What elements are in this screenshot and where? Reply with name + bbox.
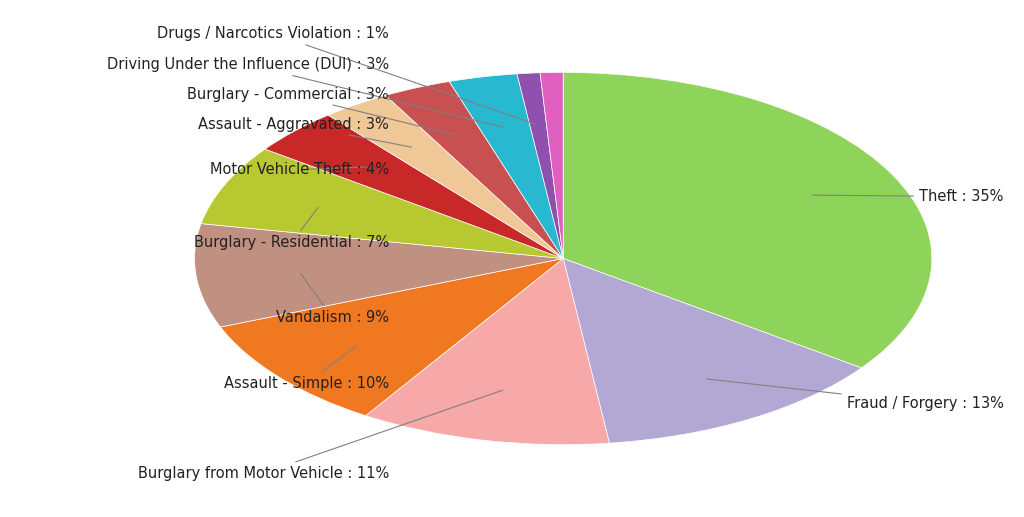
- Text: Fraud / Forgery : 13%: Fraud / Forgery : 13%: [707, 379, 1004, 411]
- Text: Drugs / Narcotics Violation : 1%: Drugs / Narcotics Violation : 1%: [158, 26, 536, 124]
- Wedge shape: [563, 72, 932, 368]
- Wedge shape: [265, 115, 563, 258]
- Wedge shape: [386, 82, 563, 258]
- Wedge shape: [450, 74, 563, 258]
- Wedge shape: [540, 72, 563, 258]
- Wedge shape: [329, 96, 563, 258]
- Text: Burglary - Commercial : 3%: Burglary - Commercial : 3%: [187, 86, 455, 135]
- Wedge shape: [201, 149, 563, 258]
- Wedge shape: [517, 73, 563, 258]
- Text: Driving Under the Influence (DUI) : 3%: Driving Under the Influence (DUI) : 3%: [106, 57, 503, 127]
- Wedge shape: [195, 224, 563, 327]
- Text: Burglary from Motor Vehicle : 11%: Burglary from Motor Vehicle : 11%: [138, 390, 503, 481]
- Wedge shape: [220, 258, 563, 416]
- Text: Motor Vehicle Theft : 4%: Motor Vehicle Theft : 4%: [210, 162, 389, 177]
- Text: Burglary - Residential : 7%: Burglary - Residential : 7%: [194, 207, 389, 251]
- Text: Assault - Simple : 10%: Assault - Simple : 10%: [224, 345, 389, 391]
- Text: Vandalism : 9%: Vandalism : 9%: [276, 273, 389, 326]
- Text: Assault - Aggravated : 3%: Assault - Aggravated : 3%: [199, 116, 412, 147]
- Wedge shape: [366, 258, 609, 445]
- Wedge shape: [563, 258, 861, 443]
- Text: Theft : 35%: Theft : 35%: [812, 189, 1004, 204]
